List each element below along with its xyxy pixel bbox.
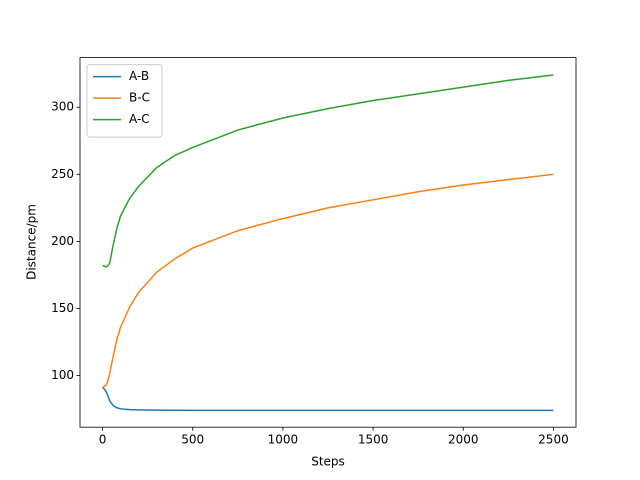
y-tick-label: 200 [51,234,74,248]
legend-box [86,64,163,138]
plot-frame [79,57,577,428]
y-tick-label: 150 [51,301,74,315]
x-tick-label: 0 [99,433,107,447]
y-tick-label: 250 [51,167,74,181]
data-line [102,387,554,412]
x-tick-label: 2500 [538,433,569,447]
x-tick-label: 1000 [268,433,299,447]
x-tick-label: 500 [181,433,204,447]
legend-label: A-B [129,69,149,83]
y-tick-label: 300 [51,100,74,114]
y-tick-label: 100 [51,368,74,382]
x-axis-label: Steps [311,455,345,469]
data-line [102,173,554,389]
x-tick-label: 2000 [448,433,479,447]
data-line [102,74,554,268]
legend-label: A-C [129,112,150,126]
x-tick-label: 1500 [358,433,389,447]
y-axis-label: Distance/pm [25,204,39,280]
legend-label: B-C [129,91,150,105]
